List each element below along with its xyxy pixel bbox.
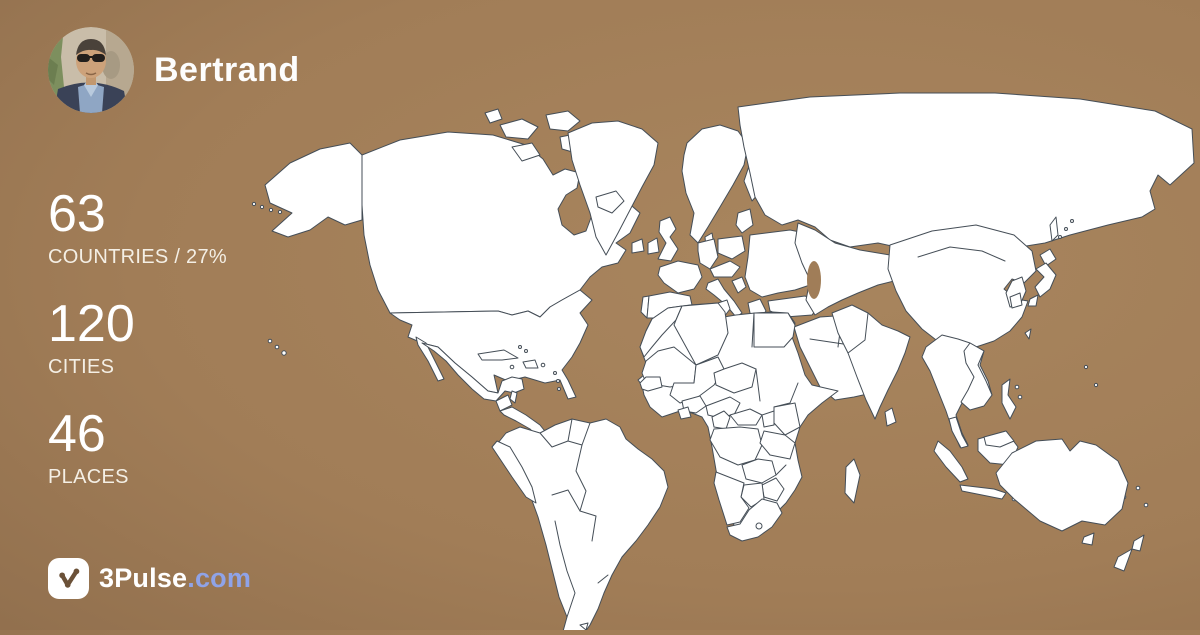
country-newfoundland (631, 238, 645, 254)
profile-name: Bertrand (154, 50, 300, 89)
country-mexico (421, 342, 525, 402)
cities-value: 120 (48, 295, 135, 353)
countries-value: 63 (48, 185, 106, 243)
stat-places: 46 PLACES (48, 406, 227, 490)
country-germany (697, 238, 719, 270)
country-hispaniola (522, 359, 539, 369)
country-new-zealand (1131, 534, 1145, 552)
country-india (831, 304, 911, 420)
stats-panel: 63 COUNTRIES / 27% 120 CITIES 46 PLACES (48, 186, 227, 516)
country-new-zealand (1113, 548, 1133, 572)
country-japan (1039, 248, 1057, 267)
country-sri-lanka (884, 407, 897, 427)
country-malaysia (948, 416, 969, 449)
country-peru (491, 440, 537, 504)
country-japan (1027, 294, 1039, 307)
country-alaska (264, 142, 363, 238)
country-cuba (477, 349, 519, 361)
country-java (959, 484, 1007, 500)
country-iceland (595, 190, 625, 214)
cities-label: CITIES (48, 356, 115, 378)
country-lesotho (755, 522, 763, 530)
brand-footer: 3Pulse.com (48, 558, 251, 599)
country-bosnia (731, 276, 747, 294)
country-poland (717, 235, 746, 260)
world-map (250, 85, 1200, 635)
brand-logo-icon (48, 558, 89, 599)
country-cameroon (711, 410, 731, 430)
country-belize (509, 390, 518, 404)
country-japan (1034, 262, 1057, 298)
caspian-sea (807, 261, 821, 299)
country-arctic-island (499, 118, 539, 140)
country-vietnam-cambodia (960, 342, 993, 411)
country-kenya (773, 402, 801, 436)
country-south-america (497, 418, 669, 635)
brand-suffix-text: .com (187, 563, 252, 593)
stat-countries: 63 COUNTRIES / 27% (48, 186, 227, 270)
country-ghana (677, 406, 692, 420)
country-arctic-island (484, 108, 503, 124)
brand-name-text: 3Pulse (99, 563, 188, 593)
country-tasmania (1081, 532, 1095, 546)
pulse-check-icon (59, 568, 80, 588)
country-algeria (673, 302, 729, 366)
country-zambia (741, 458, 777, 484)
country-greenland (567, 120, 659, 256)
country-egypt (753, 312, 796, 348)
country-sumatra (933, 440, 969, 483)
country-ireland (647, 237, 660, 255)
world-map-svg (251, 92, 1195, 635)
profile-header: Bertrand (48, 27, 300, 113)
places-value: 46 (48, 405, 106, 463)
country-south-korea (1009, 292, 1023, 309)
country-arctic-island (545, 110, 581, 132)
country-france (657, 260, 703, 294)
brand-name: 3Pulse.com (99, 563, 251, 594)
country-tanzania (759, 430, 796, 460)
country-malaysia-borneo (983, 430, 1015, 448)
country-taiwan (1024, 328, 1032, 340)
country-china (887, 224, 1037, 352)
country-south-africa (726, 498, 783, 542)
countries-label: COUNTRIES / 27% (48, 246, 227, 268)
country-philippines (1001, 378, 1017, 420)
country-uganda (761, 410, 775, 428)
country-scandinavia (681, 124, 749, 244)
country-central-african-republic (729, 408, 763, 426)
country-namibia (713, 471, 750, 526)
country-australia (995, 438, 1129, 532)
country-sakhalin (1049, 216, 1059, 242)
avatar-illustration (48, 27, 134, 113)
country-arctic-island (511, 142, 541, 162)
country-niger (713, 362, 757, 394)
avatar (48, 27, 134, 113)
places-label: PLACES (48, 466, 129, 488)
country-uk (657, 216, 679, 262)
country-guatemala (495, 394, 513, 412)
stat-cities: 120 CITIES (48, 296, 227, 380)
country-madagascar (844, 458, 861, 504)
country-baltics (735, 208, 754, 234)
country-central-europe (709, 260, 741, 278)
country-senegal (639, 376, 663, 392)
